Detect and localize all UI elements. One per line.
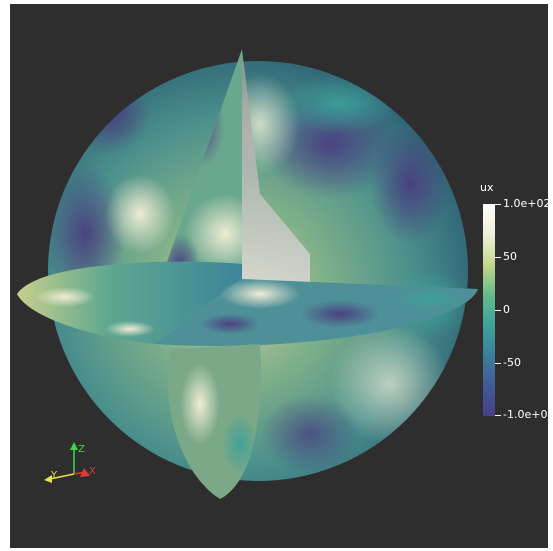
colorbar-title: ux	[480, 181, 494, 194]
colorbar	[483, 204, 495, 416]
colorbar-tick	[495, 415, 501, 416]
colorbar-label-50: 50	[503, 250, 517, 263]
axis-x-label: X	[89, 466, 96, 477]
colorbar-label-0: 0	[503, 303, 510, 316]
axis-z-label: Z	[78, 444, 85, 455]
cut-face	[242, 49, 310, 284]
axis-x-arrow	[80, 468, 90, 477]
render-viewport[interactable]: Z Y X ux 1.0e+02 50 0 -50 -1.0e+02	[10, 4, 548, 548]
vertical-slice-front	[167, 344, 261, 499]
horizontal-slice	[17, 261, 478, 346]
colorbar-label-neg50: -50	[503, 356, 521, 369]
colorbar-tick	[495, 204, 501, 205]
colorbar-label-min: -1.0e+02	[503, 408, 548, 421]
axis-z-arrow	[70, 442, 78, 450]
colorbar-tick	[495, 310, 501, 311]
axis-y-arrow	[44, 475, 52, 483]
colorbar-tick	[495, 257, 501, 258]
sphere-slice-render[interactable]	[10, 4, 548, 548]
orientation-axes-widget	[44, 442, 90, 483]
colorbar-label-max: 1.0e+02	[503, 197, 548, 210]
axis-y-label: Y	[51, 470, 58, 481]
sphere-surface	[48, 61, 468, 481]
axis-y-line	[49, 473, 75, 480]
colorbar-tick	[495, 363, 501, 364]
